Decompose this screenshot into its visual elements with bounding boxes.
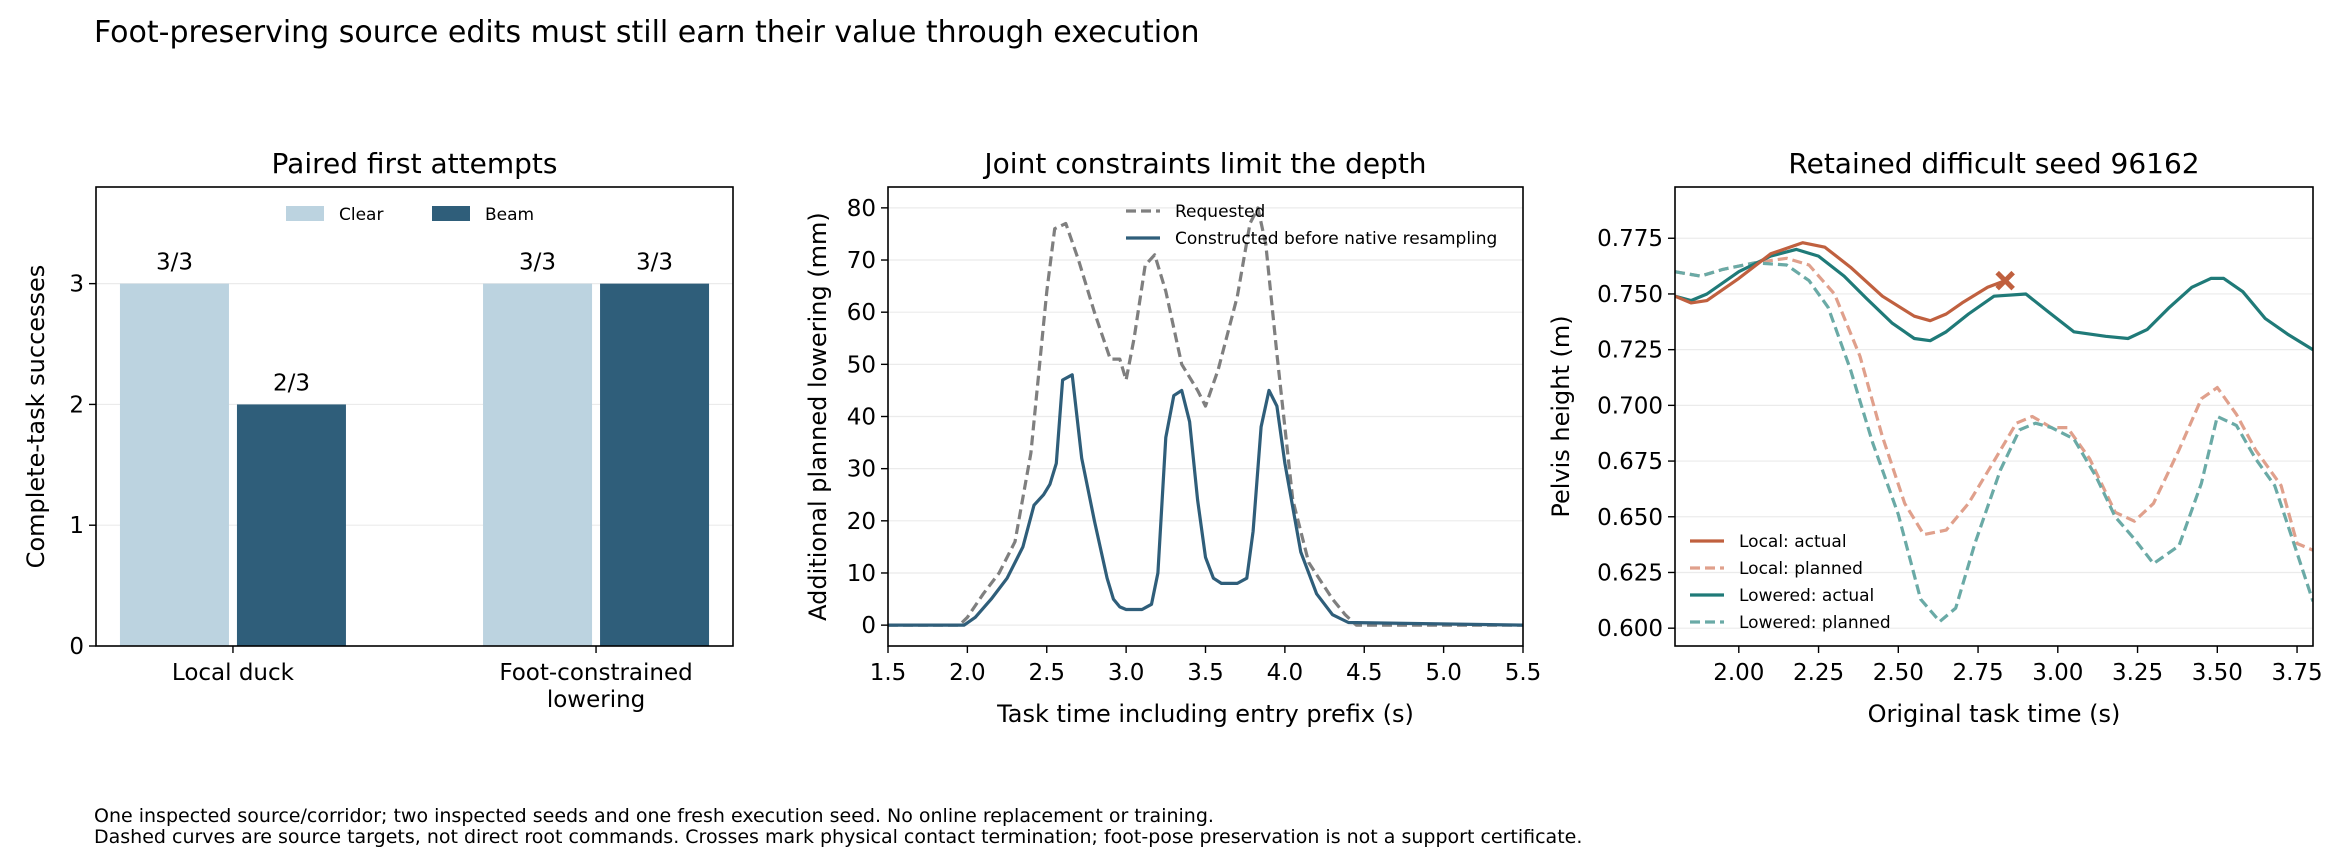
legend-label: Local: planned: [1739, 559, 1863, 579]
x-tick-label: 2.25: [1793, 660, 1844, 686]
bar-value-label: 3/3: [636, 250, 673, 276]
y-tick-label: 3: [69, 272, 84, 298]
panel-retained-seed: 0.600 0.625 0.650 0.675 0.700 0.725 0.750 0.775…: [1547, 147, 2323, 728]
series-line-local-actual: [1675, 241, 2006, 323]
x-tick-label: 2.50: [1873, 660, 1924, 686]
x-axis-label: Original task time (s): [1868, 700, 2121, 728]
x-tick-label: 5.5: [1505, 660, 1542, 686]
x-tick-label: 3.5: [1187, 660, 1224, 686]
x-tick-label: 2.5: [1028, 660, 1065, 686]
y-tick-label: 20: [847, 509, 876, 535]
x-tick-label: 3.0: [1108, 660, 1145, 686]
y-tick-label: 0: [861, 613, 876, 639]
series-line-lowered-actual: [1675, 247, 2313, 352]
legend-label: Lowered: actual: [1739, 586, 1874, 606]
bar-beam: [600, 283, 710, 646]
y-tick-label: 50: [847, 352, 876, 378]
panel-joint-constraints: 0 10 20 30 40 50 60 70 80 1.5 2.0 2.5 3.0 3.5 4.0 4.5 5.…: [804, 147, 1541, 728]
y-tick-label: 1: [69, 513, 84, 539]
y-tick-label: 0.650: [1597, 505, 1663, 531]
plot-frame: [1674, 186, 2314, 647]
y-axis-label: Pelvis height (m): [1547, 315, 1575, 517]
bar-value-label: 2/3: [273, 370, 310, 396]
y-tick-label: 0.675: [1597, 449, 1663, 475]
bar-clear: [483, 283, 593, 646]
legend-label: Beam: [485, 205, 534, 225]
plot-frame: [887, 186, 1524, 647]
x-category-label: Local duck: [172, 660, 295, 686]
y-tick-label: 80: [847, 196, 876, 222]
series-line-requested: [888, 206, 1523, 627]
x-tick-label: 1.5: [870, 660, 907, 686]
contact-termination-marker: [1995, 270, 2015, 291]
legend-label: Lowered: planned: [1739, 613, 1891, 633]
y-tick-label: 70: [847, 248, 876, 274]
figure-title: Foot-preserving source edits must still …: [94, 15, 1200, 50]
legend-label: Constructed before native resampling: [1175, 229, 1497, 249]
y-tick-label: 0.625: [1597, 560, 1663, 586]
bar-value-label: 3/3: [156, 250, 193, 276]
x-tick-label: 2.00: [1713, 660, 1764, 686]
y-axis-label: Complete-task successes: [22, 265, 50, 569]
legend-swatch-beam: [432, 206, 470, 221]
bar-value-label: 3/3: [519, 250, 556, 276]
footnote-line-1: One inspected source/corridor; two inspe…: [94, 805, 1214, 827]
panel-paired-first-attempts: 0 1 2 3 Paired first attempts Complete-task s…: [22, 147, 734, 713]
bar-clear: [119, 283, 229, 646]
footnote-line-2: Dashed curves are source targets, not di…: [94, 826, 1582, 848]
series-line-lowered-planned: [1675, 261, 2313, 624]
legend-swatch-clear: [286, 206, 324, 221]
x-tick-label: 2.0: [949, 660, 986, 686]
plot-frame: [95, 186, 734, 647]
panel-title: Retained difficult seed 96162: [1788, 147, 2199, 180]
x-tick-label: 5.0: [1425, 660, 1462, 686]
series-line-local-planned: [1675, 256, 2313, 552]
y-tick-label: 0.750: [1597, 282, 1663, 308]
y-tick-label: 30: [847, 457, 876, 483]
legend-label: Clear: [339, 205, 383, 225]
y-tick-label: 60: [847, 300, 876, 326]
x-tick-label: 4.0: [1267, 660, 1304, 686]
y-tick-label: 10: [847, 561, 876, 587]
y-tick-label: 2: [69, 392, 84, 418]
x-tick-label: 3.50: [2192, 660, 2243, 686]
x-tick-label: 3.25: [2112, 660, 2163, 686]
bar-beam: [236, 404, 346, 646]
y-tick-label: 0.600: [1597, 616, 1663, 642]
legend-label: Local: actual: [1739, 532, 1847, 552]
legend-label: Requested: [1175, 202, 1265, 222]
y-tick-label: 0: [69, 634, 84, 660]
y-axis-label: Additional planned lowering (mm): [804, 212, 832, 621]
y-tick-label: 0.700: [1597, 393, 1663, 419]
x-tick-label: 3.00: [2032, 660, 2083, 686]
series-line-constructed: [888, 373, 1524, 627]
x-tick-label: 3.75: [2271, 660, 2322, 686]
y-tick-label: 0.725: [1597, 338, 1663, 364]
x-category-label: Foot-constrained lowering: [499, 660, 692, 713]
x-tick-label: 2.75: [1952, 660, 2003, 686]
panel-title: Joint constraints limit the depth: [982, 147, 1426, 180]
y-tick-label: 0.775: [1597, 226, 1663, 252]
x-tick-label: 4.5: [1346, 660, 1383, 686]
panel-title: Paired first attempts: [272, 147, 558, 180]
y-tick-label: 40: [847, 405, 876, 431]
x-axis-label: Task time including entry prefix (s): [996, 700, 1414, 728]
